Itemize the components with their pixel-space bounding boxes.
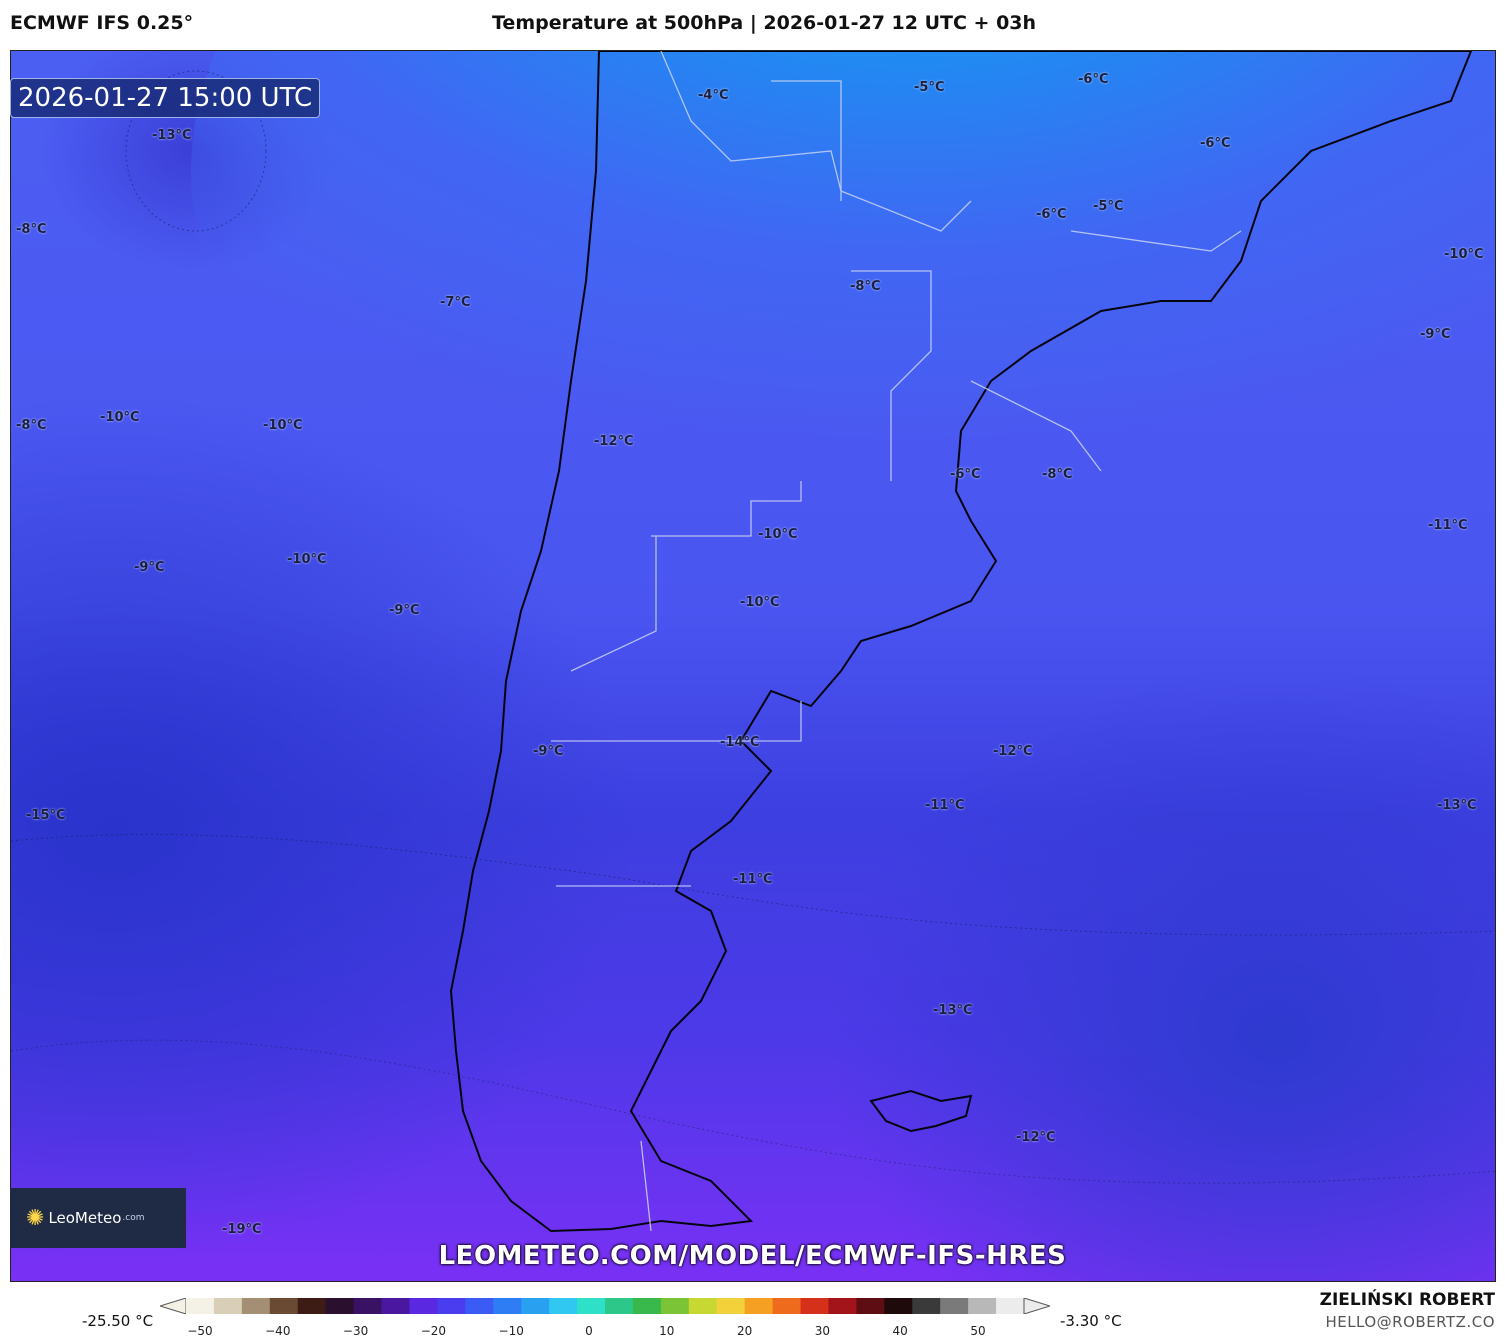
colorbar-tick-label: 50 <box>970 1324 986 1338</box>
colorbar-swatch <box>381 1298 410 1314</box>
colorbar-swatch <box>660 1298 690 1314</box>
temp-label: -8°C <box>16 222 47 237</box>
colorbar-high-arrow <box>1023 1298 1050 1314</box>
colorbar-swatch <box>605 1298 634 1314</box>
colorbar-swatch <box>688 1298 718 1314</box>
colorbar-swatch <box>353 1298 383 1314</box>
temp-label: -13°C <box>933 1003 973 1018</box>
temp-label: -9°C <box>1420 327 1451 342</box>
colorbar-tick-label: −30 <box>342 1324 369 1338</box>
model-name: ECMWF IFS 0.25° <box>10 12 194 34</box>
temp-label: -10°C <box>740 595 780 610</box>
colorbar-tick-label: −40 <box>265 1324 291 1338</box>
colorbar-tick-label: −50 <box>187 1324 213 1338</box>
temp-label: -9°C <box>389 603 420 618</box>
colorbar-swatch <box>996 1298 1025 1314</box>
colorbar-swatch <box>213 1298 243 1314</box>
temp-label: -6°C <box>950 467 981 482</box>
author-name: ZIELIŃSKI ROBERT <box>1319 1290 1495 1310</box>
temp-label: -15°C <box>26 808 66 823</box>
temp-label: -5°C <box>914 80 945 95</box>
colorbar-tick-label: 0 <box>585 1324 593 1338</box>
temp-label: -5°C <box>1093 199 1124 214</box>
colorbar-tick-label: 10 <box>659 1324 675 1338</box>
colorbar-swatch <box>856 1298 885 1314</box>
temp-label: -4°C <box>698 88 729 103</box>
colorbar-swatch <box>828 1298 857 1314</box>
colorbar-swatch <box>968 1298 997 1314</box>
temp-label: -6°C <box>1036 207 1067 222</box>
temp-label: -12°C <box>993 744 1033 759</box>
temp-label: -12°C <box>1016 1130 1056 1145</box>
temp-label: -10°C <box>287 552 327 567</box>
colorbar-swatch <box>716 1298 746 1314</box>
temp-label: -9°C <box>134 560 165 575</box>
temp-label: -10°C <box>100 410 140 425</box>
temp-label: -10°C <box>263 418 303 433</box>
colorbar-tick-label: 30 <box>814 1324 831 1338</box>
site-url: LEOMETEO.COM/MODEL/ECMWF-IFS-HRES <box>438 1241 1067 1271</box>
colorbar-swatch <box>465 1298 494 1314</box>
colorbar-swatch <box>437 1298 466 1314</box>
colorbar-swatch <box>632 1298 662 1314</box>
leometeo-logo: ✺ LeoMeteo .com <box>10 1188 186 1248</box>
colorbar-swatch <box>577 1298 606 1314</box>
colorbar-swatch <box>884 1298 913 1314</box>
logo-text: LeoMeteo <box>48 1209 122 1227</box>
colorbar-swatch <box>744 1298 774 1314</box>
coastline <box>449 51 1473 1233</box>
temp-label: -8°C <box>16 418 47 433</box>
temp-label: -9°C <box>533 744 564 759</box>
temp-label: -11°C <box>925 798 965 813</box>
map-title: Temperature at 500hPa | 2026-01-27 12 UT… <box>492 12 1037 34</box>
temp-label: -6°C <box>1200 136 1231 151</box>
colorbar-swatch <box>772 1298 802 1314</box>
temp-label: -10°C <box>758 527 798 542</box>
scale-min-label: -25.50 °C <box>82 1312 154 1330</box>
colorbar-swatch <box>493 1298 522 1314</box>
temp-label: -19°C <box>222 1222 262 1237</box>
temp-label: -13°C <box>1437 798 1477 813</box>
logo-domain: .com <box>122 1213 145 1223</box>
scale-max-label: -3.30 °C <box>1060 1312 1122 1330</box>
author-email[interactable]: HELLO@ROBERTZ.CO <box>1325 1313 1495 1331</box>
colorbar-swatch <box>940 1298 969 1314</box>
colorbar-swatch <box>186 1298 215 1314</box>
colorbar-swatch <box>297 1298 327 1314</box>
colorbar-swatch <box>269 1298 299 1314</box>
colorbar-swatch <box>912 1298 941 1314</box>
colorbar-tick-label: −10 <box>498 1324 524 1338</box>
temp-label: -14°C <box>720 735 760 750</box>
valid-time-badge: 2026-01-27 15:00 UTC <box>10 78 321 118</box>
temp-label: -11°C <box>1428 518 1468 533</box>
colorbar-tick-label: −20 <box>420 1324 447 1338</box>
temp-label: -12°C <box>594 434 634 449</box>
temp-label: -8°C <box>850 279 881 294</box>
temp-label: -10°C <box>1444 247 1484 262</box>
colorbar-swatch <box>800 1298 829 1314</box>
color-scale-bar <box>160 1298 1050 1314</box>
temp-label: -6°C <box>1078 72 1109 87</box>
colorbar-swatch <box>325 1298 355 1314</box>
temperature-map <box>10 50 1496 1282</box>
colorbar-swatch <box>409 1298 438 1314</box>
colorbar-low-arrow <box>160 1298 187 1314</box>
colorbar-swatch <box>549 1298 578 1314</box>
colorbar-tick-label: 20 <box>736 1324 753 1338</box>
colorbar-tick-label: 40 <box>892 1324 908 1338</box>
temp-label: -7°C <box>440 295 471 310</box>
temp-label: -11°C <box>733 872 773 887</box>
temp-label: -8°C <box>1042 467 1073 482</box>
sun-icon: ✺ <box>26 1205 45 1231</box>
colorbar-swatch <box>241 1298 271 1314</box>
colorbar-swatch <box>521 1298 550 1314</box>
temp-label: -13°C <box>152 128 192 143</box>
